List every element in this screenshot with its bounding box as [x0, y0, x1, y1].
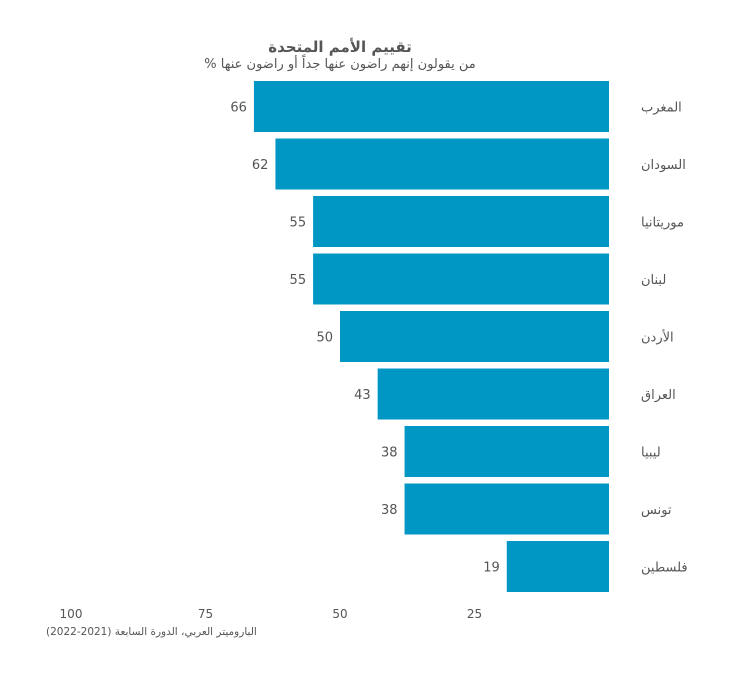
bar-6 [404, 426, 609, 477]
data-label-1: 62 [252, 158, 269, 173]
category-label-5: العراق [641, 388, 676, 403]
category-label-7: تونس [641, 503, 672, 518]
category-label-2: موريتانيا [641, 216, 684, 231]
category-label-8: فلسطين [641, 561, 688, 576]
data-label-4: 50 [316, 331, 333, 346]
data-label-7: 38 [381, 503, 398, 518]
data-label-8: 19 [483, 561, 500, 576]
category-label-0: المغرب [641, 101, 682, 116]
chart-subtitle: % من يقولون إنهم راضون عنها جداً أو راضو… [204, 57, 476, 72]
data-label-2: 55 [290, 216, 307, 231]
category-label-1: السودان [641, 158, 686, 173]
x-tick-1: 75 [198, 607, 213, 621]
data-label-5: 43 [354, 388, 371, 403]
data-label-3: 55 [290, 273, 307, 288]
bar-1 [275, 138, 609, 190]
data-label-6: 38 [381, 446, 398, 461]
data-label-0: 66 [230, 101, 247, 116]
bar-7 [404, 483, 609, 535]
x-tick-2: 50 [332, 607, 347, 621]
x-tick-0: 100 [60, 607, 83, 621]
category-label-6: ليبيا [641, 446, 661, 461]
bar-5 [377, 368, 609, 420]
category-label-3: لبنان [641, 273, 666, 288]
bar-4 [340, 311, 609, 362]
chart-title: تقييم الأمم المتحدة [268, 38, 412, 56]
bar-2 [313, 196, 609, 247]
bar-3 [313, 253, 609, 305]
x-tick-3: 25 [467, 607, 482, 621]
bar-0 [253, 81, 610, 132]
bar-8 [506, 541, 609, 592]
category-label-4: الأردن [641, 329, 674, 346]
source-note: الباروميتر العربي، الدورة السابعة (2021-… [46, 626, 257, 638]
